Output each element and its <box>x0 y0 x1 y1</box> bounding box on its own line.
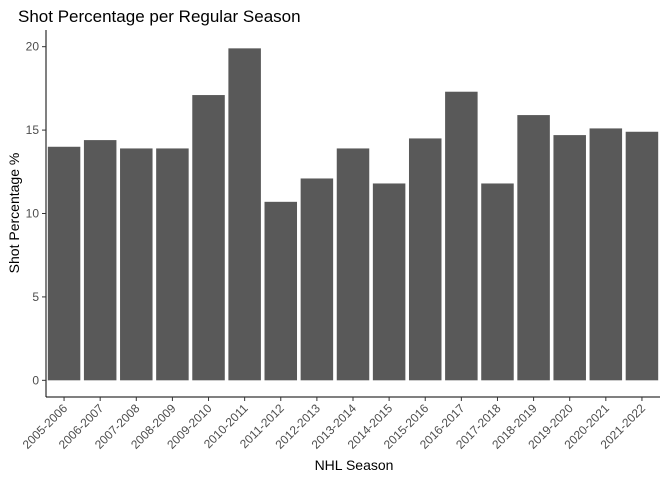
y-axis-ticks: 0 5 10 15 20 <box>26 40 46 387</box>
y-tick-label: 10 <box>26 207 40 221</box>
bar-2012-2013 <box>300 178 334 381</box>
y-axis-title: Shot Percentage % <box>6 153 22 274</box>
bar-2018-2019 <box>517 115 550 381</box>
y-tick-label: 0 <box>32 373 39 387</box>
bar-2020-2021 <box>589 128 623 381</box>
x-axis-ticks: 2005-20062006-20072007-20082008-20092009… <box>20 397 648 452</box>
y-tick-label: 20 <box>26 40 40 54</box>
bar-2011-2012 <box>264 201 298 381</box>
bar-2017-2018 <box>481 183 514 381</box>
bar-2008-2009 <box>156 148 189 381</box>
bar-2021-2022 <box>625 131 659 381</box>
bar-2007-2008 <box>120 148 153 381</box>
bar-2006-2007 <box>83 140 117 381</box>
bar-2010-2011 <box>228 48 261 381</box>
bar-2015-2016 <box>408 138 442 381</box>
bars-group <box>47 48 659 381</box>
x-axis-title: NHL Season <box>315 457 394 473</box>
bar-2019-2020 <box>553 135 586 381</box>
bar-2005-2006 <box>47 146 81 381</box>
bar-2016-2017 <box>445 91 478 381</box>
bar-2013-2014 <box>336 148 370 381</box>
y-tick-label: 15 <box>26 123 40 137</box>
bar-2014-2015 <box>372 183 406 381</box>
chart-title: Shot Percentage per Regular Season <box>18 7 301 26</box>
bar-2009-2010 <box>192 95 225 381</box>
y-tick-label: 5 <box>32 290 39 304</box>
